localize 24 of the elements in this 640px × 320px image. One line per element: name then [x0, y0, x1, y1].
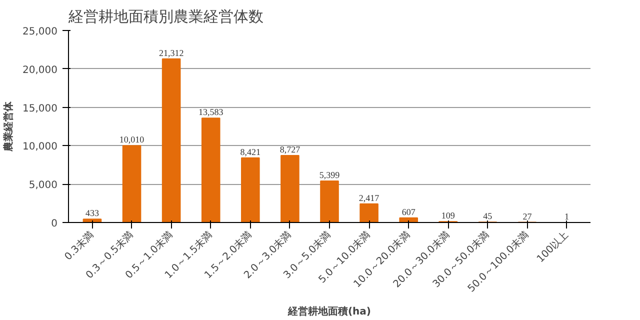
- chart-title: 経営耕地面積別農業経営体数: [68, 8, 264, 26]
- data-label: 45: [483, 211, 493, 222]
- x-tick-label: 0.3未満: [62, 228, 96, 263]
- y-tick-label: 15,000: [22, 103, 58, 114]
- data-label: 13,583: [198, 107, 224, 118]
- data-label: 5,399: [319, 170, 340, 180]
- x-tick-label: 100以上: [534, 228, 571, 266]
- y-tick-label: 10,000: [22, 142, 58, 153]
- x-axis-title: 経営耕地面積(ha): [286, 305, 372, 318]
- y-axis-title: 農業経営体: [2, 100, 15, 152]
- data-label: 8,727: [280, 144, 301, 154]
- data-label: 27: [522, 211, 532, 222]
- data-label: 10,010: [119, 134, 145, 145]
- y-tick-label: 5,000: [28, 180, 58, 192]
- data-label: 21,312: [158, 48, 184, 58]
- data-label: 1: [564, 211, 570, 222]
- data-label: 607: [402, 206, 416, 217]
- y-tick-label: 0: [51, 218, 58, 230]
- data-label: 109: [441, 210, 456, 221]
- y-tick-label: 25,000: [22, 26, 58, 38]
- data-label: 8,421: [240, 146, 261, 157]
- data-label: 433: [85, 208, 100, 218]
- data-label: 2,417: [358, 192, 380, 203]
- y-tick-label: 20,000: [22, 64, 58, 76]
